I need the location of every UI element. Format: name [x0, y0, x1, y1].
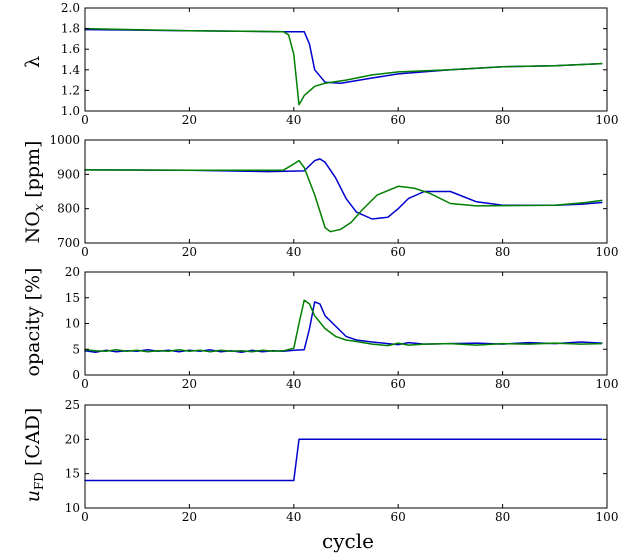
lambda-axes-frame: [84, 7, 608, 112]
ufd-x-tick-label: 20: [182, 510, 197, 524]
nox-y-tick-label: 900: [57, 167, 80, 181]
lambda-series-2-line: [84, 27, 603, 106]
ufd-y-tick-label: 15: [65, 467, 80, 481]
lambda-x-tick-label: 100: [596, 113, 619, 127]
opacity-y-tick-label: 0: [72, 368, 80, 382]
ylabel-nox: NOx [ppm]: [22, 141, 47, 244]
panel-opacity: 0 20 40 60 80 100 0 5 10 15 20: [65, 265, 619, 391]
lambda-y-tick-label: 1.8: [61, 22, 80, 36]
ufd-y-tick-label: 20: [65, 432, 80, 446]
nox-x-tick-label: 0: [81, 245, 89, 259]
nox-x-tick-label: 20: [182, 245, 197, 259]
panel-lambda: 0 20 40 60 80 100 1.0 1.2 1.4 1.6 1.8 2.0: [61, 1, 619, 127]
nox-y-tick-label: 800: [57, 202, 80, 216]
nox-x-tick-label: 100: [596, 245, 619, 259]
ufd-y-tick-label: 25: [65, 398, 80, 412]
opacity-axes-frame: [84, 271, 608, 376]
nox-series-1-line: [84, 158, 603, 220]
nox-axes-frame: [84, 139, 608, 244]
opacity-x-tick-label: 80: [495, 377, 510, 391]
panel-ufd: 0 20 40 60 80 100 10 15 20 25: [65, 398, 619, 524]
lambda-y-tick-label: 1.4: [61, 63, 80, 77]
nox-y-tick-label: 1000: [49, 133, 80, 147]
lambda-x-tick-label: 80: [495, 113, 510, 127]
ufd-x-tick-label: 80: [495, 510, 510, 524]
nox-x-tick-label: 40: [286, 245, 301, 259]
opacity-y-tick-label: 10: [65, 317, 80, 331]
nox-x-tick-label: 80: [495, 245, 510, 259]
ylabel-lambda: λ: [22, 56, 44, 68]
opacity-x-tick-label: 60: [391, 377, 406, 391]
nox-x-tick-label: 60: [391, 245, 406, 259]
ufd-axes-frame: [84, 404, 608, 509]
x-axis-label: cycle: [322, 529, 374, 553]
opacity-y-tick-label: 20: [65, 265, 80, 279]
lambda-x-tick-label: 60: [391, 113, 406, 127]
opacity-x-tick-label: 0: [81, 377, 89, 391]
opacity-x-tick-label: 100: [596, 377, 619, 391]
ufd-x-tick-label: 100: [596, 510, 619, 524]
ufd-series-1-line: [84, 438, 603, 482]
ufd-x-tick-label: 0: [81, 510, 89, 524]
lambda-x-tick-label: 20: [182, 113, 197, 127]
lambda-y-tick-label: 1.0: [61, 104, 80, 118]
ufd-x-tick-label: 40: [286, 510, 301, 524]
opacity-x-tick-label: 40: [286, 377, 301, 391]
nox-series-2-line: [84, 159, 603, 233]
ylabel-ufd: uFD [CAD]: [22, 408, 46, 503]
opacity-x-tick-label: 20: [182, 377, 197, 391]
opacity-series-2-line: [84, 299, 603, 353]
ufd-x-tick-label: 60: [391, 510, 406, 524]
lambda-x-tick-label: 40: [286, 113, 301, 127]
lambda-y-tick-label: 1.2: [61, 83, 80, 97]
panel-nox: 0 20 40 60 80 100 700 800 900 1000: [49, 133, 618, 259]
ufd-y-tick-label: 10: [65, 501, 80, 515]
nox-y-tick-label: 700: [57, 236, 80, 250]
ylabel-opacity: opacity [%]: [22, 268, 44, 377]
lambda-series-1-line: [84, 28, 603, 84]
lambda-y-tick-label: 1.6: [61, 42, 80, 56]
opacity-y-tick-label: 5: [72, 342, 80, 356]
lambda-x-tick-label: 0: [81, 113, 89, 127]
opacity-y-tick-label: 15: [65, 291, 80, 305]
lambda-y-tick-label: 2.0: [61, 1, 80, 15]
